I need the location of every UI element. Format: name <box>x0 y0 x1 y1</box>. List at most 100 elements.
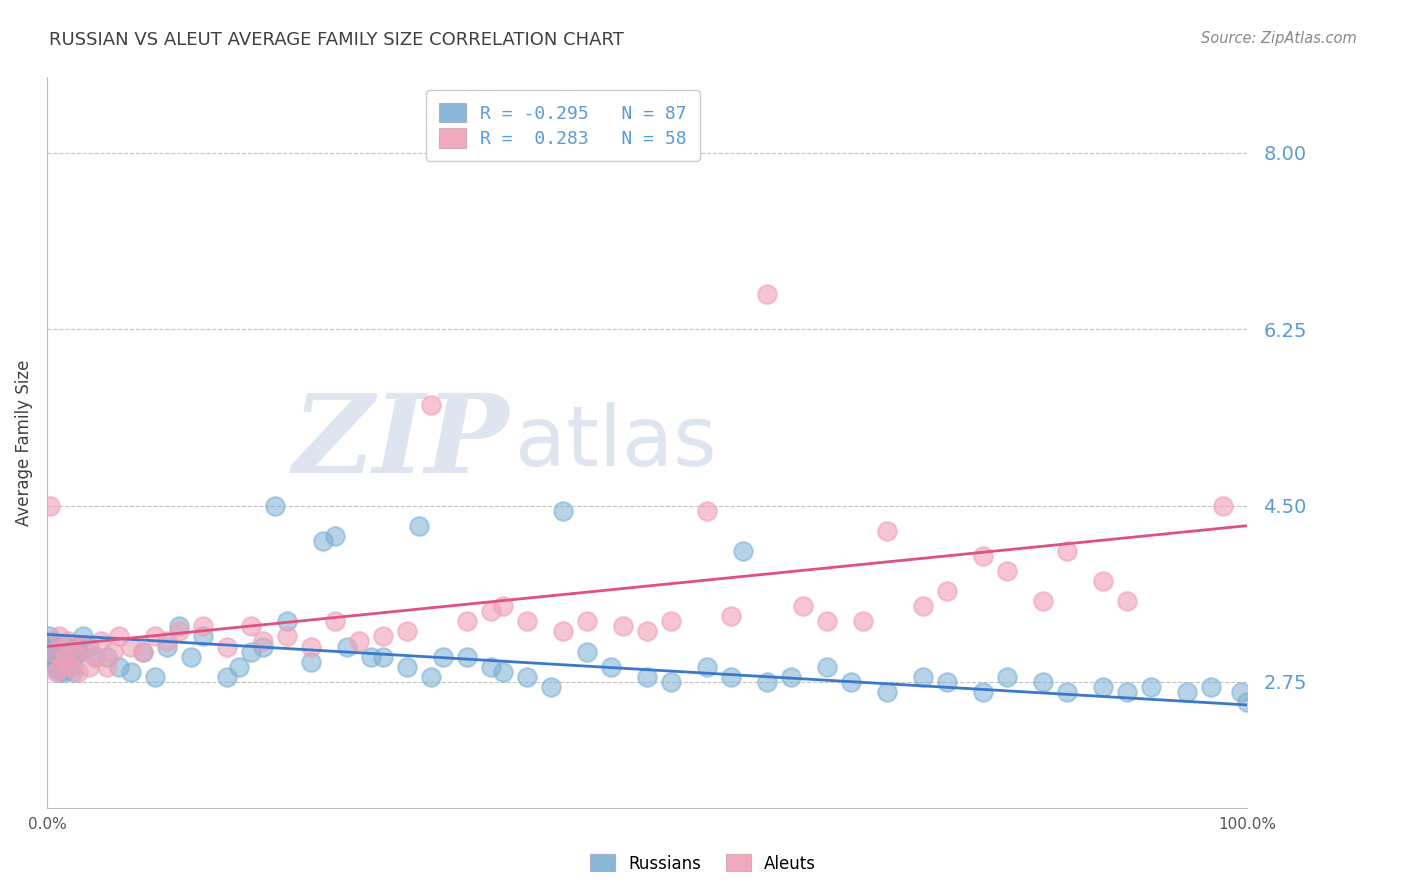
Point <box>41 634 63 648</box>
Point <box>101 644 124 658</box>
Point <box>53 649 76 664</box>
Point <box>143 670 166 684</box>
Point <box>143 630 166 644</box>
Point <box>1032 674 1054 689</box>
Point <box>51 659 73 673</box>
Point <box>1116 685 1139 699</box>
Point <box>56 655 79 669</box>
Point <box>264 499 287 513</box>
Point <box>39 655 62 669</box>
Point <box>1212 499 1234 513</box>
Point <box>90 634 112 648</box>
Point <box>132 644 155 658</box>
Point <box>1056 544 1078 558</box>
Point <box>323 529 346 543</box>
Point <box>312 533 335 548</box>
Point <box>551 624 574 639</box>
Point <box>371 630 394 644</box>
Point <box>1199 680 1222 694</box>
Point <box>51 655 73 669</box>
Point <box>395 659 418 673</box>
Point <box>252 640 274 654</box>
Point <box>77 659 100 673</box>
Point <box>96 649 118 664</box>
Point <box>45 665 67 679</box>
Point <box>46 649 69 664</box>
Point <box>636 670 658 684</box>
Point <box>756 287 779 301</box>
Point <box>167 619 190 633</box>
Point <box>96 659 118 673</box>
Point <box>731 544 754 558</box>
Point <box>696 659 718 673</box>
Y-axis label: Average Family Size: Average Family Size <box>15 359 32 525</box>
Point <box>37 640 59 654</box>
Point <box>42 659 65 673</box>
Point <box>492 665 515 679</box>
Point <box>63 644 86 658</box>
Text: RUSSIAN VS ALEUT AVERAGE FAMILY SIZE CORRELATION CHART: RUSSIAN VS ALEUT AVERAGE FAMILY SIZE COR… <box>49 31 624 49</box>
Point <box>995 670 1018 684</box>
Point <box>479 659 502 673</box>
Point <box>576 615 599 629</box>
Point <box>347 634 370 648</box>
Point <box>276 615 298 629</box>
Point <box>1092 574 1115 588</box>
Point <box>1092 680 1115 694</box>
Point <box>48 665 70 679</box>
Point <box>815 659 838 673</box>
Point <box>58 634 80 648</box>
Point <box>59 659 82 673</box>
Point <box>228 659 250 673</box>
Point <box>792 599 814 614</box>
Point <box>516 670 538 684</box>
Text: Source: ZipAtlas.com: Source: ZipAtlas.com <box>1201 31 1357 46</box>
Point <box>936 674 959 689</box>
Point <box>972 685 994 699</box>
Point <box>972 549 994 563</box>
Point <box>360 649 382 664</box>
Point <box>371 649 394 664</box>
Legend: R = -0.295   N = 87, R =  0.283   N = 58: R = -0.295 N = 87, R = 0.283 N = 58 <box>426 90 700 161</box>
Point <box>323 615 346 629</box>
Point <box>420 670 443 684</box>
Point <box>252 634 274 648</box>
Point <box>912 670 935 684</box>
Point <box>59 655 82 669</box>
Point <box>53 640 76 654</box>
Point <box>780 670 803 684</box>
Point <box>659 674 682 689</box>
Point <box>120 665 142 679</box>
Point <box>83 649 105 664</box>
Point <box>39 499 62 513</box>
Point <box>612 619 634 633</box>
Point <box>215 640 238 654</box>
Text: ZIP: ZIP <box>292 389 509 496</box>
Point <box>479 604 502 618</box>
Point <box>42 644 65 658</box>
Point <box>38 649 60 664</box>
Point <box>876 524 898 538</box>
Point <box>636 624 658 639</box>
Point <box>156 640 179 654</box>
Point <box>180 649 202 664</box>
Legend: Russians, Aleuts: Russians, Aleuts <box>583 847 823 880</box>
Point <box>600 659 623 673</box>
Point <box>108 630 131 644</box>
Point <box>191 619 214 633</box>
Point <box>696 503 718 517</box>
Point <box>576 644 599 658</box>
Point <box>42 649 65 664</box>
Point <box>516 615 538 629</box>
Point <box>299 655 322 669</box>
Point <box>239 619 262 633</box>
Point <box>59 649 82 664</box>
Point <box>52 665 75 679</box>
Point <box>720 670 742 684</box>
Point <box>239 644 262 658</box>
Point <box>1056 685 1078 699</box>
Point <box>44 640 66 654</box>
Point <box>456 649 478 664</box>
Point <box>83 649 105 664</box>
Point <box>995 564 1018 578</box>
